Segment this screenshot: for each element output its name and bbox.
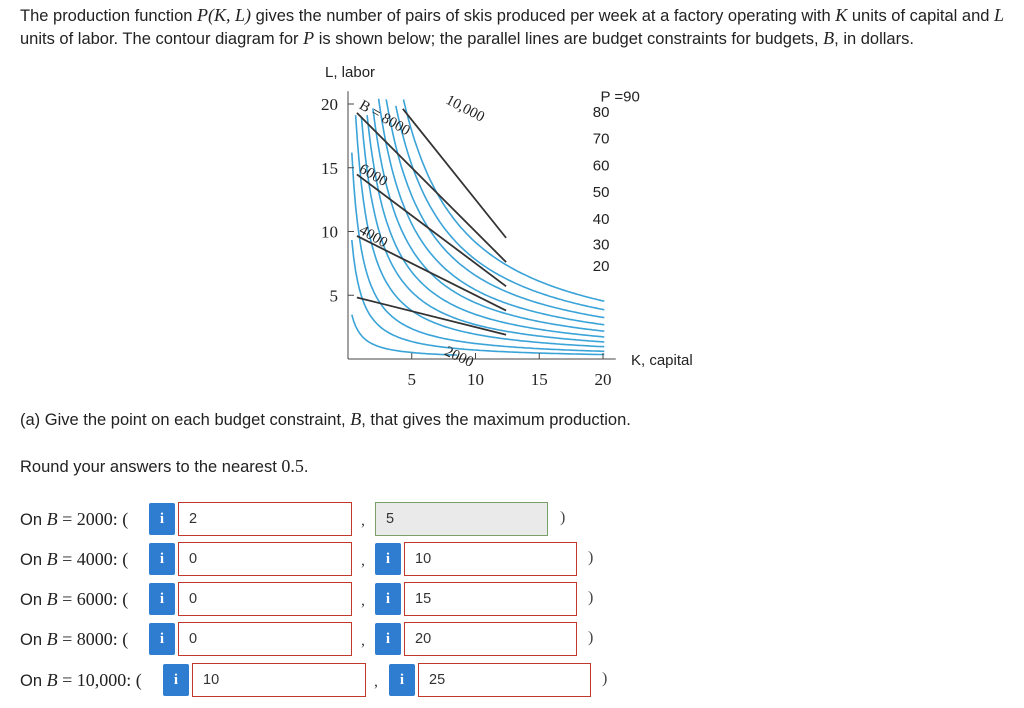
contour-curve [360, 116, 605, 343]
instruction-text: Round your answers to the nearest [20, 458, 282, 476]
contour-curve [402, 99, 605, 302]
k-answer-field[interactable]: 0 [178, 582, 352, 616]
contour-curve [395, 105, 605, 311]
b-symbol: B [350, 409, 362, 429]
intro-text: gives the number of pairs of skis produc… [251, 7, 836, 25]
k-tick-label: 10 [467, 370, 484, 389]
budget-label: 10,000 [443, 92, 487, 125]
l-symbol: L [994, 5, 1005, 25]
contour-curve [354, 115, 605, 348]
info-icon[interactable]: i [375, 623, 401, 655]
contour-level-label: 40 [593, 211, 610, 228]
contour-level-label: 30 [593, 236, 610, 253]
comma: , [361, 512, 365, 529]
info-icon[interactable]: i [375, 583, 401, 615]
contour-level-label: 80 [593, 104, 610, 121]
part-a-question: (a) Give the point on each budget constr… [20, 409, 631, 430]
question-text: (a) Give the point on each budget constr… [20, 411, 351, 429]
contour-curve [372, 108, 605, 332]
contour-level-label: 60 [593, 157, 610, 174]
info-icon[interactable]: i [163, 664, 189, 696]
question-text: , that gives the maximum production. [361, 411, 631, 429]
close-paren: ) [602, 670, 608, 687]
intro-text: is shown below; the parallel lines are b… [314, 30, 824, 48]
budget-line [356, 235, 507, 312]
k-answer-field[interactable]: 10 [192, 663, 366, 697]
k-axis-label: K, capital [631, 352, 693, 369]
l-tick-label: 15 [321, 159, 338, 178]
info-icon[interactable]: i [149, 503, 175, 535]
budget-line [356, 173, 507, 288]
p-symbol: P [303, 28, 315, 48]
k-answer-field[interactable]: 0 [178, 542, 352, 576]
k-tick-label: 20 [595, 370, 612, 389]
budget-lines [356, 108, 507, 336]
info-icon[interactable]: i [389, 664, 415, 696]
comma: , [374, 673, 378, 690]
info-icon[interactable]: i [149, 623, 175, 655]
l-answer-field[interactable]: 5 [375, 502, 548, 536]
answer-row-label: On B = 4000: ( [20, 549, 129, 569]
k-tick-label: 15 [531, 370, 548, 389]
comma: , [361, 552, 365, 569]
comma: , [361, 632, 365, 649]
info-icon[interactable]: i [375, 543, 401, 575]
contour-level-label: 70 [593, 131, 610, 148]
l-tick-label: 5 [330, 286, 339, 305]
answer-row-label: On B = 6000: ( [20, 589, 129, 609]
budget-line [356, 112, 507, 263]
answer-row-label: On B = 2000: ( [20, 509, 129, 529]
function-symbol: P(K, L) [197, 5, 252, 25]
answer-row-label: On B = 8000: ( [20, 629, 129, 649]
budget-line [356, 296, 507, 336]
info-icon[interactable]: i [149, 583, 175, 615]
b-symbol: B [823, 28, 835, 48]
intro-text: units of capital and [847, 7, 995, 25]
answer-row-label: On B = 10,000: ( [20, 670, 142, 690]
problem-statement: The production function P(K, L) gives th… [20, 4, 1010, 50]
intro-text: units of labor. The contour diagram for [20, 30, 304, 48]
contour-curves [351, 98, 605, 356]
contour-curve [377, 98, 605, 326]
k-tick-label: 5 [408, 370, 417, 389]
l-tick-label: 10 [321, 223, 338, 242]
l-answer-field[interactable]: 15 [404, 582, 577, 616]
l-answer-field[interactable]: 25 [418, 663, 591, 697]
l-tick-label: 20 [321, 95, 338, 114]
rounding-value: 0.5 [281, 456, 304, 476]
contour-curve [366, 115, 605, 338]
info-icon[interactable]: i [149, 543, 175, 575]
contour-level-label: P =90 [600, 88, 639, 105]
k-symbol: K [835, 5, 848, 25]
budget-line [402, 108, 507, 239]
intro-text: The production function [20, 7, 198, 25]
comma: , [361, 592, 365, 609]
axes [347, 91, 616, 360]
l-answer-field[interactable]: 10 [404, 542, 577, 576]
instruction-text: . [303, 458, 309, 476]
contour-curve [351, 239, 605, 356]
budget-label: 2000 [442, 344, 476, 371]
k-answer-field[interactable]: 0 [178, 622, 352, 656]
contour-curve [385, 99, 605, 319]
contour-curve [351, 314, 458, 356]
close-paren: ) [588, 629, 594, 646]
l-answer-field[interactable]: 20 [404, 622, 577, 656]
k-answer-field[interactable]: 2 [178, 502, 352, 536]
contour-curve [351, 152, 605, 353]
close-paren: ) [588, 589, 594, 606]
close-paren: ) [588, 549, 594, 566]
close-paren: ) [560, 509, 566, 526]
rounding-instruction: Round your answers to the nearest 0.5. [20, 456, 309, 477]
contour-level-label: 20 [593, 258, 610, 275]
l-axis-label: L, labor [325, 64, 375, 81]
intro-text: , in dollars. [834, 30, 914, 48]
contour-level-label: 50 [593, 184, 610, 201]
